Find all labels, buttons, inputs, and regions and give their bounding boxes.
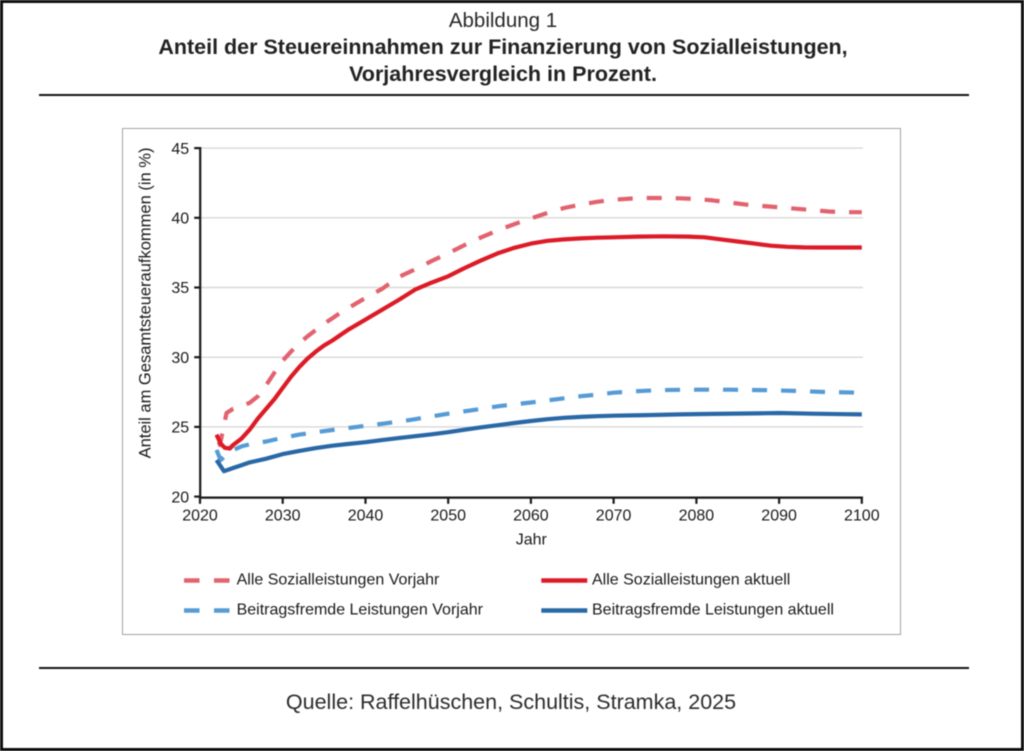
svg-text:2070: 2070 — [596, 508, 632, 525]
svg-text:45: 45 — [171, 141, 189, 158]
svg-text:Alle Sozialleistungen Vorjahr: Alle Sozialleistungen Vorjahr — [237, 572, 440, 589]
svg-text:Anteil am Gesamtsteueraufkomme: Anteil am Gesamtsteueraufkommen (in %) — [136, 148, 154, 459]
svg-text:2090: 2090 — [761, 508, 797, 525]
svg-text:2060: 2060 — [513, 508, 549, 525]
svg-text:2030: 2030 — [265, 508, 301, 525]
svg-text:20: 20 — [171, 489, 189, 506]
svg-text:Jahr: Jahr — [516, 532, 548, 549]
svg-text:Beitragsfremde Leistungen Vorj: Beitragsfremde Leistungen Vorjahr — [237, 602, 484, 619]
svg-text:25: 25 — [171, 420, 189, 437]
svg-text:Alle Sozialleistungen aktuell: Alle Sozialleistungen aktuell — [592, 572, 790, 589]
svg-text:35: 35 — [171, 280, 189, 297]
svg-text:2040: 2040 — [348, 508, 384, 525]
svg-text:2050: 2050 — [430, 508, 466, 525]
svg-text:30: 30 — [171, 350, 189, 367]
svg-text:Beitragsfremde Leistungen aktu: Beitragsfremde Leistungen aktuell — [592, 602, 834, 619]
svg-text:2080: 2080 — [679, 508, 715, 525]
svg-text:40: 40 — [171, 211, 189, 228]
svg-text:2020: 2020 — [182, 508, 218, 525]
svg-text:2100: 2100 — [844, 508, 880, 525]
